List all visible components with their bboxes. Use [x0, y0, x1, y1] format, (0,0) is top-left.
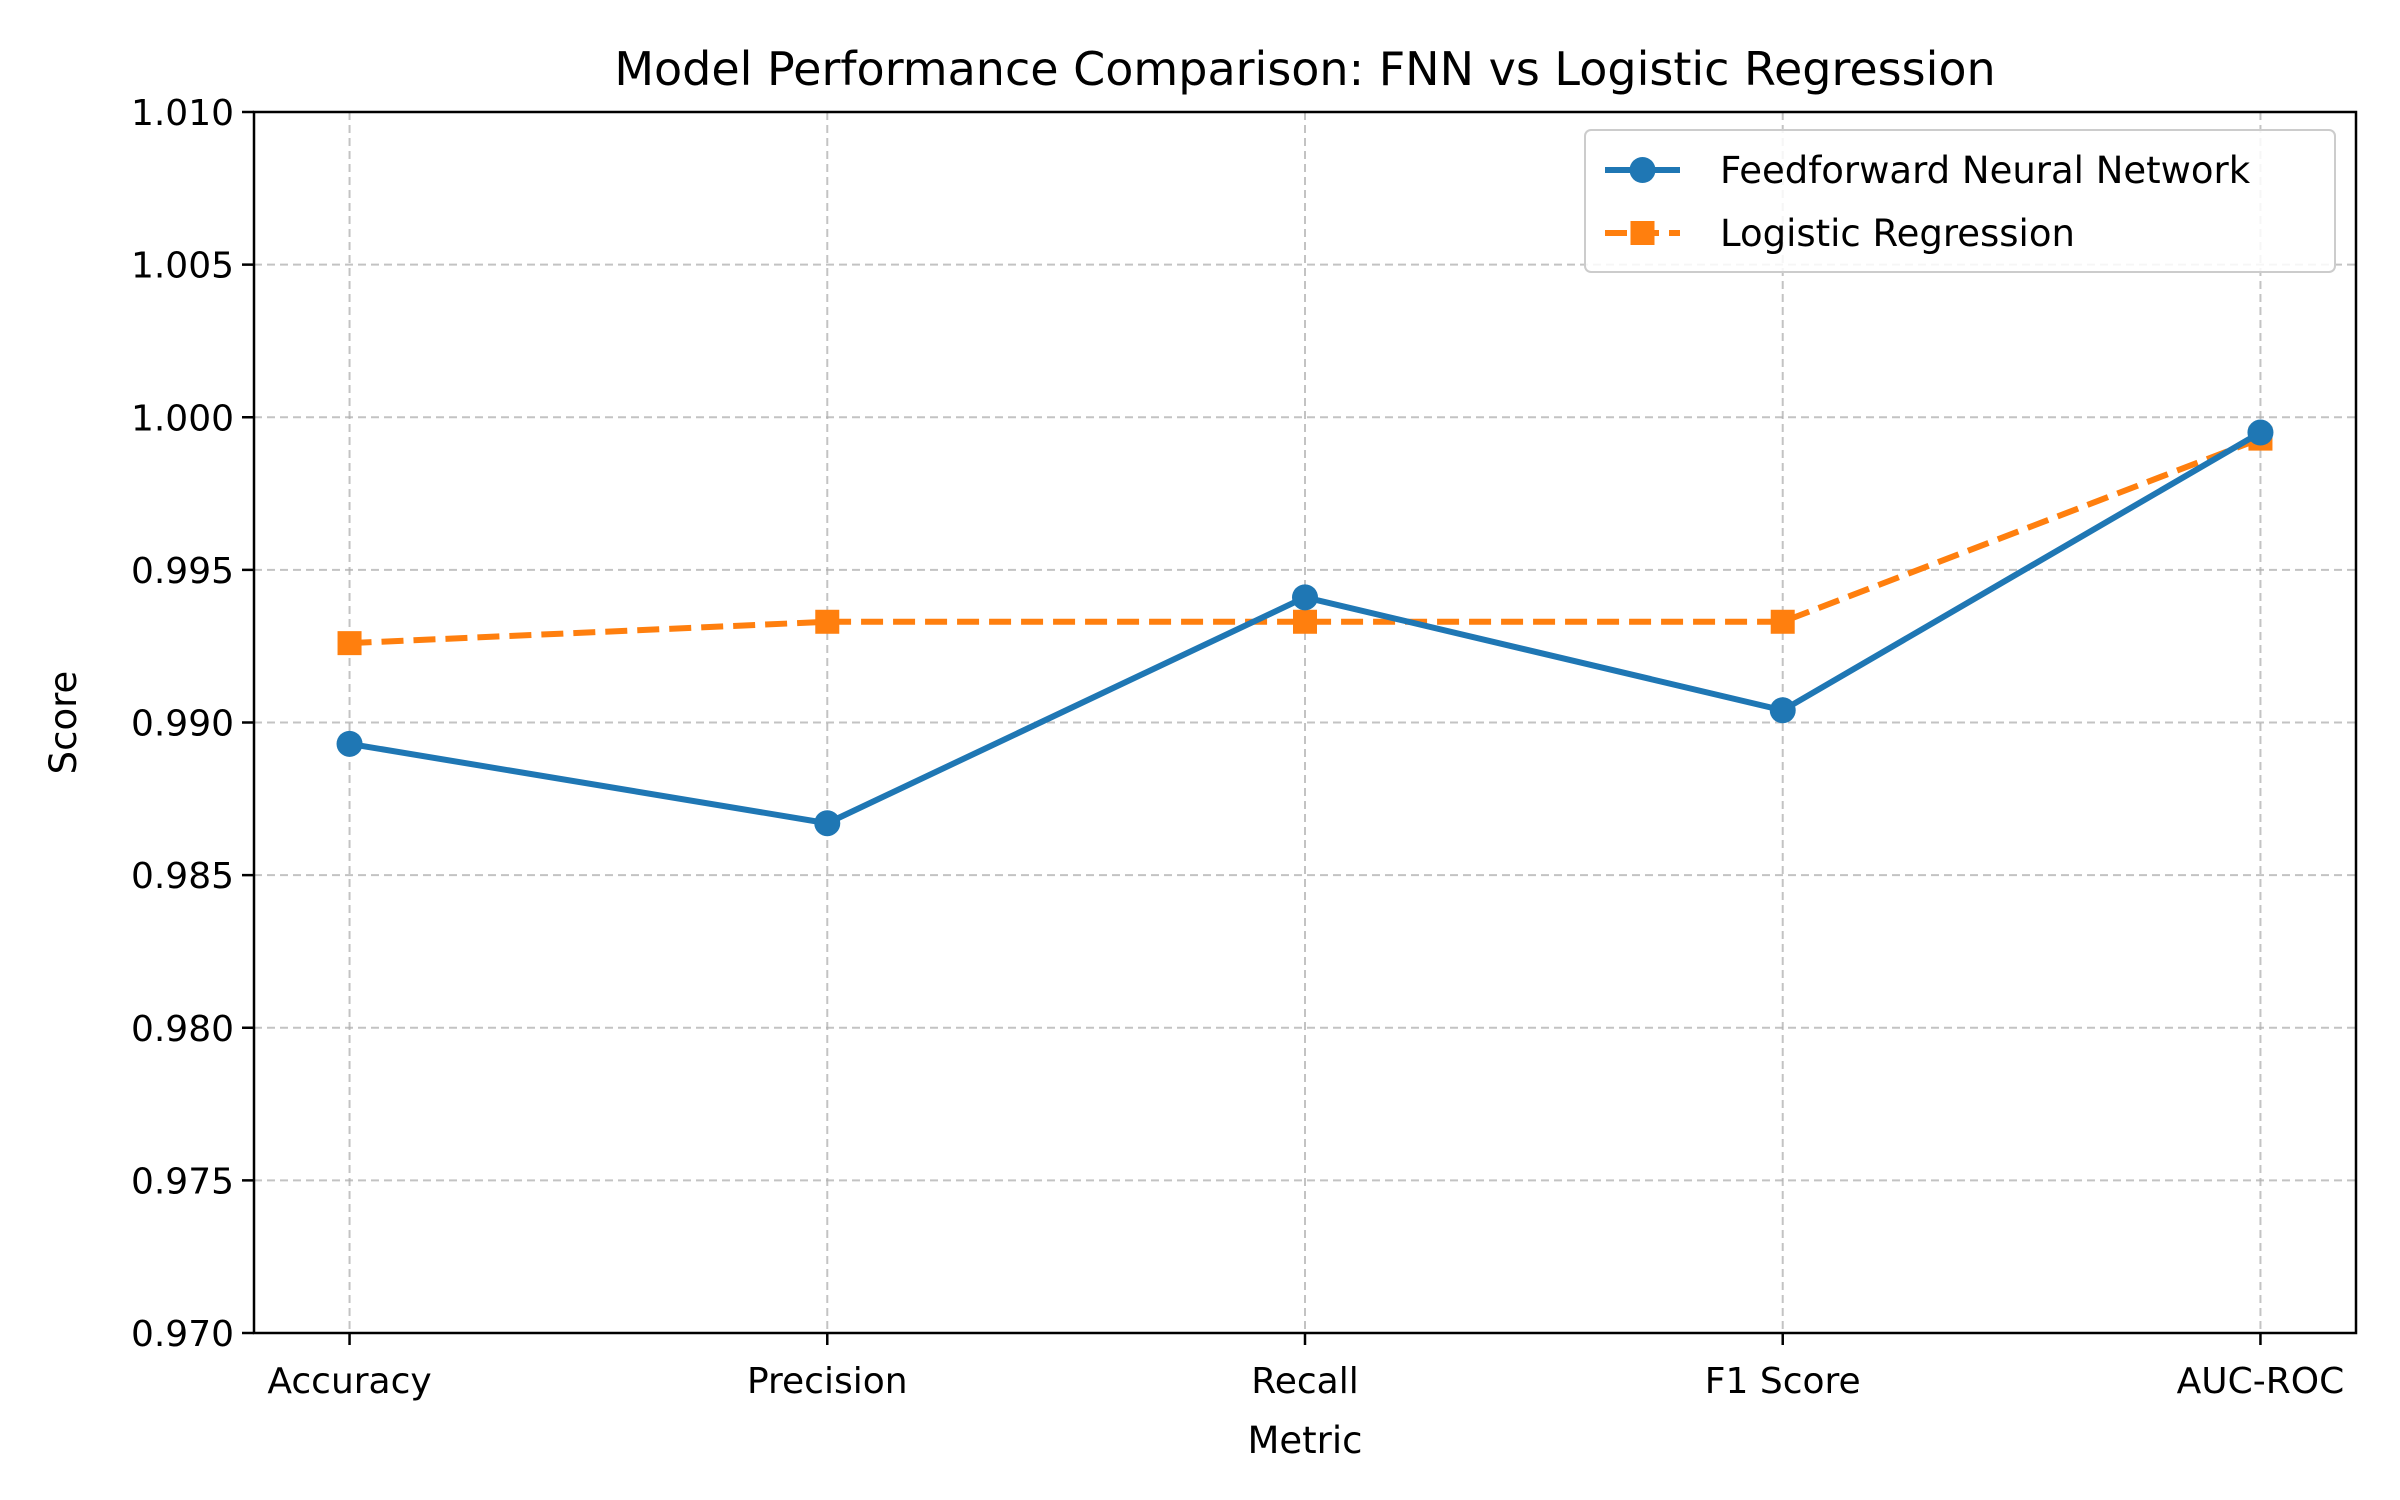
series-group — [336, 419, 2274, 837]
x-tick-label: F1 Score — [1705, 1361, 1861, 1402]
chart-title: Model Performance Comparison: FNN vs Log… — [614, 42, 1995, 96]
legend-label: Feedforward Neural Network — [1720, 149, 2251, 192]
x-tick-label: Recall — [1251, 1361, 1358, 1402]
legend: Feedforward Neural Network Logistic Regre… — [1584, 129, 2336, 273]
data-point — [2247, 419, 2274, 446]
x-tick-label: Precision — [747, 1361, 908, 1402]
axis-ticks: Accuracy Precision Recall F1 Score AUC-ROC 0.… — [131, 93, 2344, 1402]
data-point — [1292, 584, 1318, 611]
data-point — [815, 609, 840, 634]
y-tick-label: 0.990 — [131, 704, 234, 745]
y-tick-label: 0.995 — [131, 551, 234, 592]
legend-marker — [1629, 157, 1656, 183]
x-tick-label: AUC-ROC — [2177, 1361, 2345, 1402]
series-fnn — [336, 419, 2274, 837]
data-point — [1293, 609, 1317, 634]
y-tick-label: 1.010 — [131, 93, 234, 134]
x-axis-label: Metric — [1247, 1419, 1362, 1462]
data-point — [1770, 609, 1795, 634]
series-line — [349, 435, 2262, 647]
y-tick-label: 1.005 — [131, 246, 234, 287]
y-tick-label: 0.975 — [131, 1161, 234, 1202]
gridlines — [254, 111, 2356, 1334]
data-point — [814, 810, 841, 837]
y-tick-label: 0.970 — [131, 1314, 234, 1355]
legend-box — [1584, 129, 2336, 273]
y-axis-label: Score — [42, 671, 85, 775]
data-point — [1769, 697, 1796, 724]
data-point — [337, 631, 362, 656]
y-tick-label: 1.000 — [131, 398, 234, 439]
data-point — [336, 730, 363, 757]
x-tick-label: Accuracy — [267, 1361, 431, 1402]
y-tick-label: 0.985 — [131, 856, 234, 897]
legend-marker — [1630, 221, 1655, 245]
y-tick-label: 0.980 — [131, 1009, 234, 1050]
legend-label: Logistic Regression — [1720, 212, 2075, 255]
